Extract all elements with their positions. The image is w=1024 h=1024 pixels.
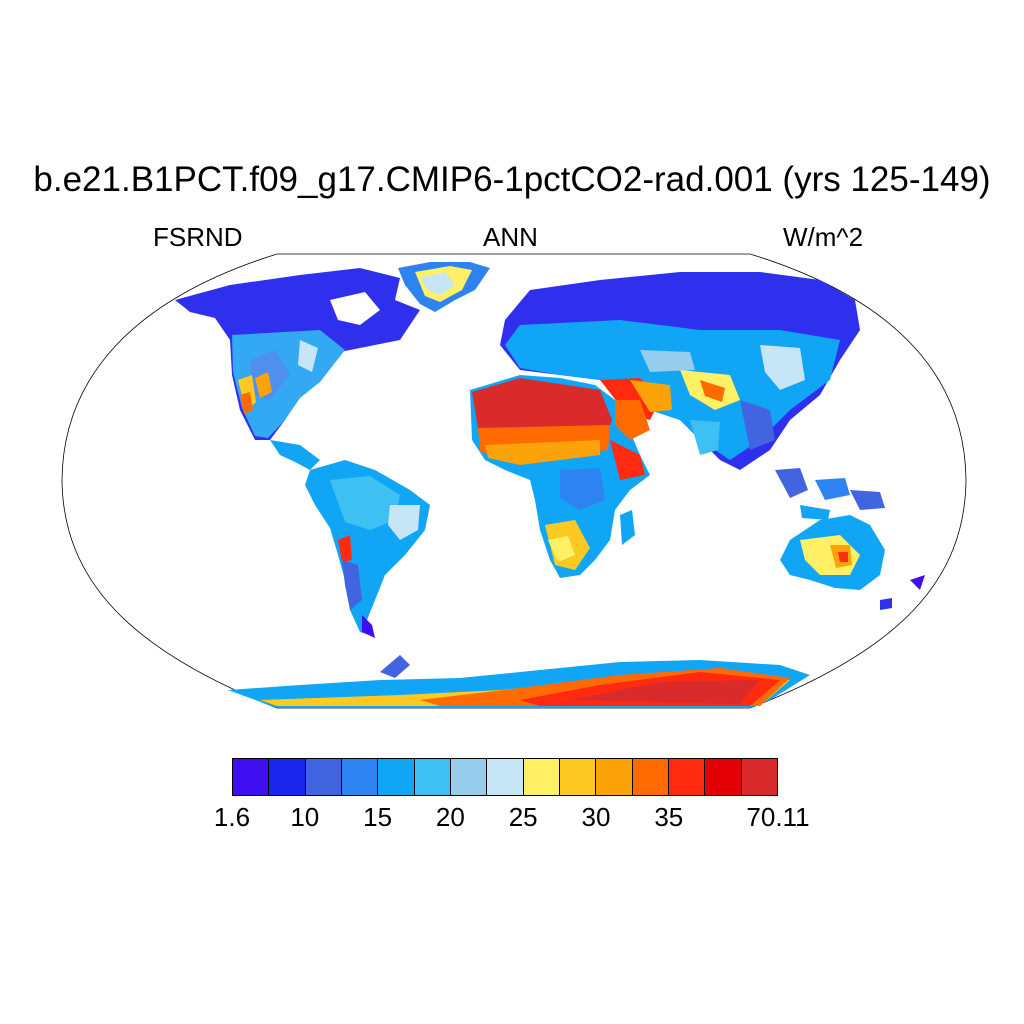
africa (470, 375, 650, 578)
colorbar-tick-label: 25 (508, 802, 538, 832)
colorbar-segment (233, 759, 270, 795)
colorbar-tick-label: 1.6 (213, 802, 251, 832)
plot-title: b.e21.B1PCT.f09_g17.CMIP6-1pctCO2-rad.00… (33, 160, 991, 199)
maritime-asia (775, 468, 885, 520)
season-label: ANN (483, 222, 538, 252)
variable-label: FSRND (153, 222, 243, 252)
colorbar-tick-label: 35 (654, 802, 684, 832)
colorbar-tick-label: 10 (290, 802, 320, 832)
colorbar-segment (269, 759, 306, 795)
greenland (398, 262, 490, 312)
colorbar-segment (741, 759, 777, 795)
colorbar-tick-label: 20 (435, 802, 465, 832)
colorbar-tick-label: 30 (581, 802, 611, 832)
south-america (305, 460, 430, 638)
colorbar-segment (414, 759, 451, 795)
colorbar-segment (450, 759, 488, 795)
colorbar-segment (668, 759, 706, 795)
colorbar-tick-label: 70.11 (746, 802, 810, 832)
units-label: W/m^2 (783, 222, 864, 252)
colorbar-segment (705, 759, 742, 795)
australia (780, 515, 925, 610)
colorbar-segment (378, 759, 415, 795)
north-america (175, 268, 420, 470)
colorbar-tick-label: 15 (363, 802, 393, 832)
colorbar-segment (341, 759, 379, 795)
colorbar (232, 758, 778, 796)
colorbar-segment (632, 759, 669, 795)
colorbar-segment (305, 759, 342, 795)
colorbar-segment (523, 759, 560, 795)
colorbar-segment (559, 759, 597, 795)
colorbar-segment (487, 759, 524, 795)
colorbar-segment (596, 759, 633, 795)
eurasia (500, 272, 860, 470)
antarctica (228, 655, 810, 708)
